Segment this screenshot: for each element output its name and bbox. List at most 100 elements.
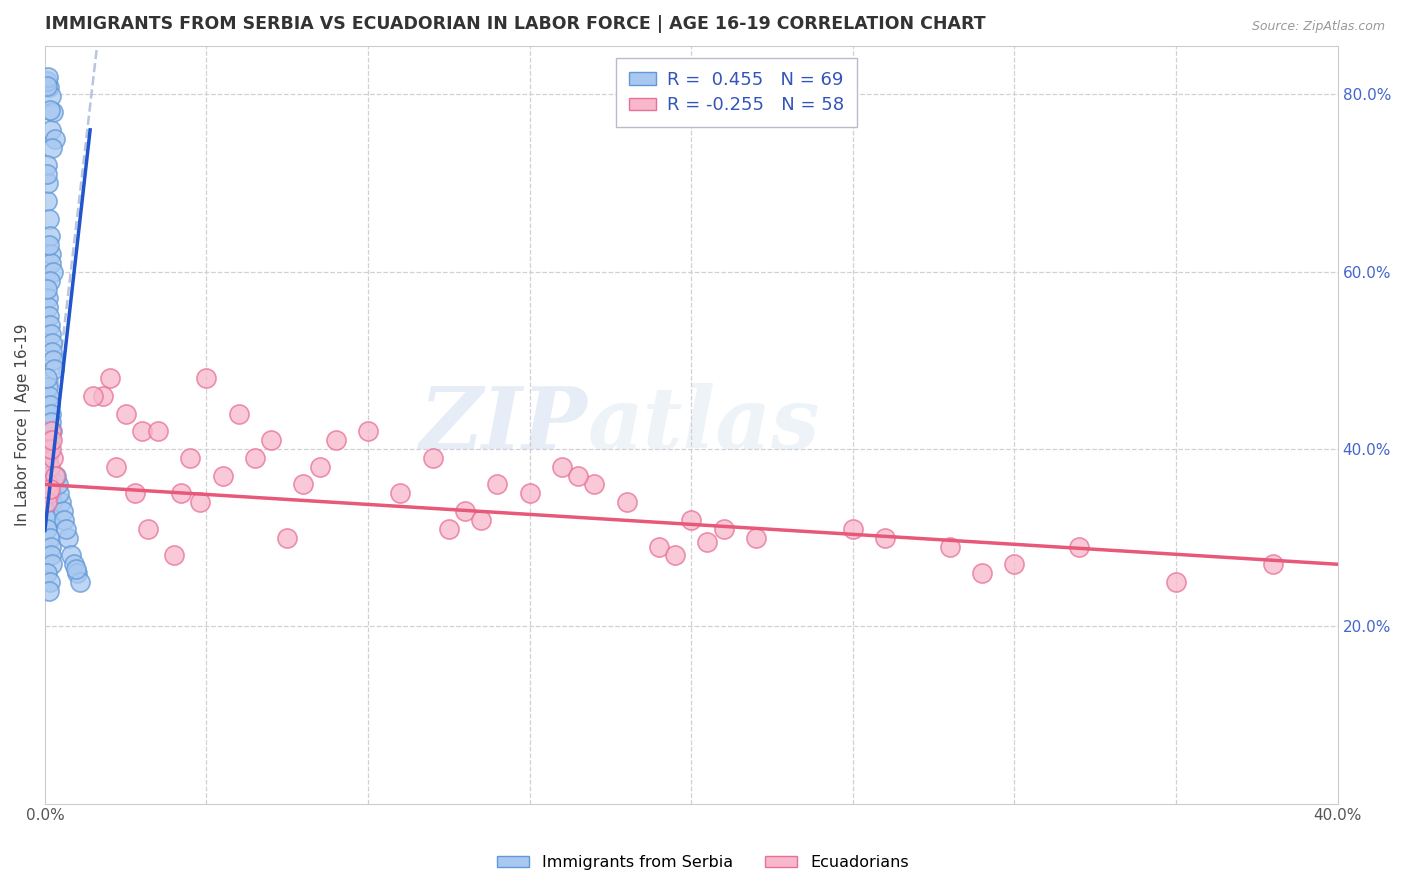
Point bbox=[357, 425, 380, 439]
Point bbox=[486, 477, 509, 491]
Point bbox=[52, 504, 75, 518]
Point bbox=[39, 89, 62, 103]
Point bbox=[37, 371, 59, 385]
Point bbox=[53, 513, 76, 527]
Point bbox=[664, 549, 686, 563]
Point bbox=[243, 450, 266, 465]
Y-axis label: In Labor Force | Age 16-19: In Labor Force | Age 16-19 bbox=[15, 324, 31, 526]
Point bbox=[713, 522, 735, 536]
Point bbox=[37, 291, 59, 305]
Point bbox=[39, 482, 62, 496]
Text: atlas: atlas bbox=[588, 383, 820, 467]
Point bbox=[48, 486, 70, 500]
Point bbox=[422, 450, 444, 465]
Point bbox=[211, 468, 233, 483]
Point bbox=[104, 459, 127, 474]
Point bbox=[454, 504, 477, 518]
Point bbox=[38, 229, 60, 244]
Point bbox=[519, 486, 541, 500]
Point bbox=[41, 433, 63, 447]
Point bbox=[69, 574, 91, 589]
Point bbox=[41, 335, 63, 350]
Legend: Immigrants from Serbia, Ecuadorians: Immigrants from Serbia, Ecuadorians bbox=[491, 849, 915, 877]
Point bbox=[551, 459, 574, 474]
Point bbox=[38, 513, 60, 527]
Point bbox=[38, 238, 60, 252]
Point bbox=[37, 380, 59, 394]
Point bbox=[437, 522, 460, 536]
Point bbox=[39, 274, 62, 288]
Point bbox=[39, 574, 62, 589]
Point bbox=[37, 194, 59, 208]
Point bbox=[939, 540, 962, 554]
Point bbox=[39, 477, 62, 491]
Point bbox=[169, 486, 191, 500]
Point bbox=[63, 558, 86, 572]
Point bbox=[39, 442, 62, 456]
Point bbox=[195, 371, 218, 385]
Point bbox=[41, 425, 63, 439]
Point bbox=[98, 371, 121, 385]
Point bbox=[37, 459, 59, 474]
Point bbox=[696, 535, 718, 549]
Point bbox=[39, 247, 62, 261]
Point bbox=[35, 282, 58, 296]
Point bbox=[35, 158, 58, 172]
Point bbox=[188, 495, 211, 509]
Point bbox=[114, 407, 136, 421]
Point bbox=[66, 566, 89, 581]
Point bbox=[37, 70, 59, 84]
Point bbox=[39, 326, 62, 341]
Point bbox=[46, 477, 69, 491]
Point bbox=[41, 140, 63, 154]
Point bbox=[1004, 558, 1026, 572]
Point bbox=[1261, 558, 1284, 572]
Text: IMMIGRANTS FROM SERBIA VS ECUADORIAN IN LABOR FORCE | AGE 16-19 CORRELATION CHAR: IMMIGRANTS FROM SERBIA VS ECUADORIAN IN … bbox=[45, 15, 986, 33]
Text: ZIP: ZIP bbox=[420, 383, 588, 467]
Point bbox=[37, 176, 59, 190]
Point bbox=[972, 566, 994, 581]
Point bbox=[39, 318, 62, 332]
Point bbox=[228, 407, 250, 421]
Point bbox=[1164, 574, 1187, 589]
Point bbox=[37, 522, 59, 536]
Point bbox=[38, 459, 60, 474]
Point bbox=[65, 562, 87, 576]
Text: Source: ZipAtlas.com: Source: ZipAtlas.com bbox=[1251, 20, 1385, 33]
Point bbox=[745, 531, 768, 545]
Point bbox=[38, 583, 60, 598]
Point bbox=[39, 407, 62, 421]
Point bbox=[276, 531, 298, 545]
Point bbox=[38, 211, 60, 226]
Point bbox=[37, 74, 59, 88]
Point bbox=[41, 425, 63, 439]
Point bbox=[308, 459, 330, 474]
Point bbox=[49, 495, 72, 509]
Point bbox=[38, 486, 60, 500]
Point bbox=[146, 425, 169, 439]
Point bbox=[136, 522, 159, 536]
Point bbox=[131, 425, 153, 439]
Point bbox=[41, 123, 63, 137]
Point bbox=[42, 362, 65, 376]
Point bbox=[42, 265, 65, 279]
Point bbox=[59, 549, 82, 563]
Point bbox=[42, 450, 65, 465]
Point bbox=[163, 549, 186, 563]
Point bbox=[583, 477, 606, 491]
Point bbox=[38, 309, 60, 323]
Point bbox=[616, 495, 638, 509]
Point bbox=[648, 540, 671, 554]
Point bbox=[44, 468, 66, 483]
Point bbox=[35, 78, 58, 93]
Point bbox=[37, 167, 59, 181]
Point bbox=[91, 389, 114, 403]
Point bbox=[842, 522, 865, 536]
Point bbox=[389, 486, 412, 500]
Point bbox=[41, 549, 63, 563]
Legend: R =  0.455   N = 69, R = -0.255   N = 58: R = 0.455 N = 69, R = -0.255 N = 58 bbox=[616, 59, 856, 127]
Point bbox=[325, 433, 347, 447]
Point bbox=[38, 468, 60, 483]
Point bbox=[37, 477, 59, 491]
Point bbox=[41, 353, 63, 368]
